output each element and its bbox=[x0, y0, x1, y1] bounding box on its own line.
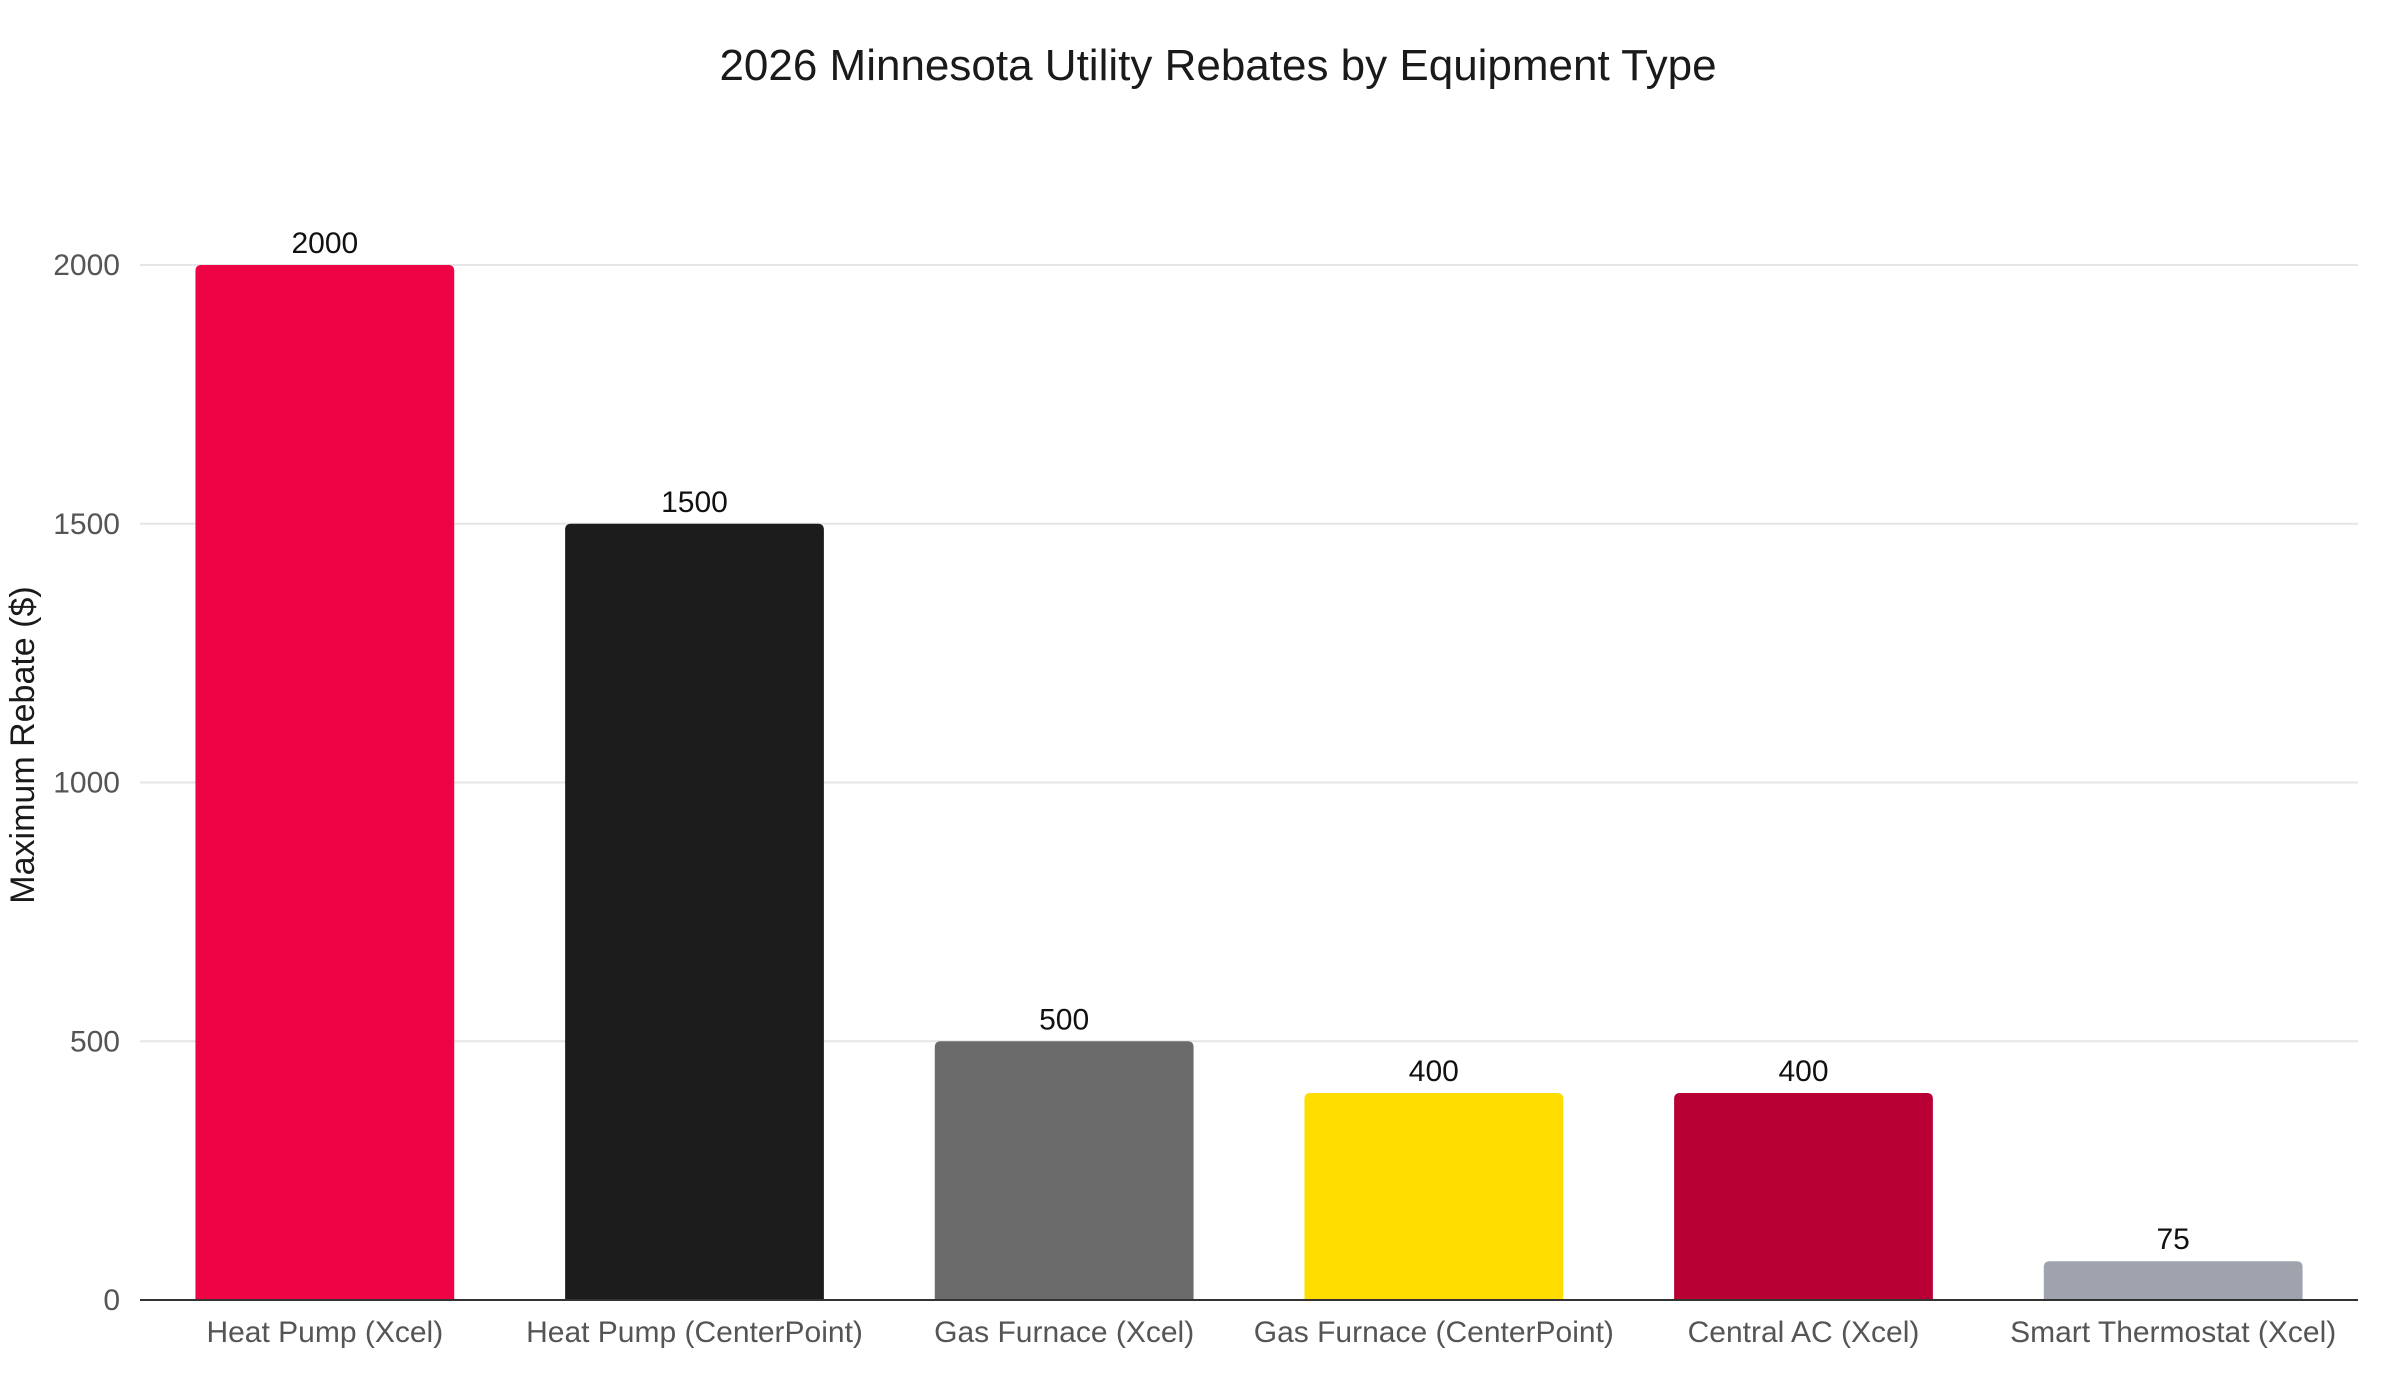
data-label: 75 bbox=[2156, 1223, 2189, 1256]
y-tick-label: 2000 bbox=[53, 249, 120, 282]
x-tick-label: Gas Furnace (CenterPoint) bbox=[1254, 1316, 1614, 1349]
x-tick-label: Gas Furnace (Xcel) bbox=[934, 1316, 1194, 1349]
data-label: 400 bbox=[1778, 1055, 1828, 1088]
y-tick-label: 1500 bbox=[53, 508, 120, 541]
y-tick-label: 1000 bbox=[53, 767, 120, 800]
y-tick-label: 0 bbox=[103, 1284, 120, 1317]
chart-title: 2026 Minnesota Utility Rebates by Equipm… bbox=[719, 41, 1716, 90]
y-axis-ticks: 0 500 1000 1500 2000 bbox=[53, 249, 120, 1317]
data-labels: 2000 1500 500 400 400 75 bbox=[291, 227, 2189, 1256]
x-tick-label: Smart Thermostat (Xcel) bbox=[2010, 1316, 2336, 1349]
y-tick-label: 500 bbox=[70, 1025, 120, 1058]
bar bbox=[565, 523, 824, 1300]
x-axis-ticks: Heat Pump (Xcel) Heat Pump (CenterPoint) G… bbox=[206, 1316, 2336, 1349]
bar bbox=[195, 265, 455, 1300]
data-label: 400 bbox=[1409, 1055, 1459, 1088]
data-label: 2000 bbox=[291, 227, 358, 260]
bar bbox=[934, 1041, 1194, 1300]
bar bbox=[1304, 1093, 1564, 1300]
data-label: 1500 bbox=[661, 486, 728, 519]
data-label: 500 bbox=[1039, 1003, 1089, 1036]
bars bbox=[195, 265, 2303, 1300]
bar bbox=[2043, 1261, 2303, 1300]
x-tick-label: Heat Pump (CenterPoint) bbox=[526, 1316, 863, 1349]
bar bbox=[1674, 1093, 1933, 1300]
x-tick-label: Heat Pump (Xcel) bbox=[206, 1316, 443, 1349]
gridlines bbox=[140, 264, 2358, 1043]
y-axis-label: Maximum Rebate ($) bbox=[4, 586, 42, 903]
x-tick-label: Central AC (Xcel) bbox=[1688, 1316, 1920, 1349]
